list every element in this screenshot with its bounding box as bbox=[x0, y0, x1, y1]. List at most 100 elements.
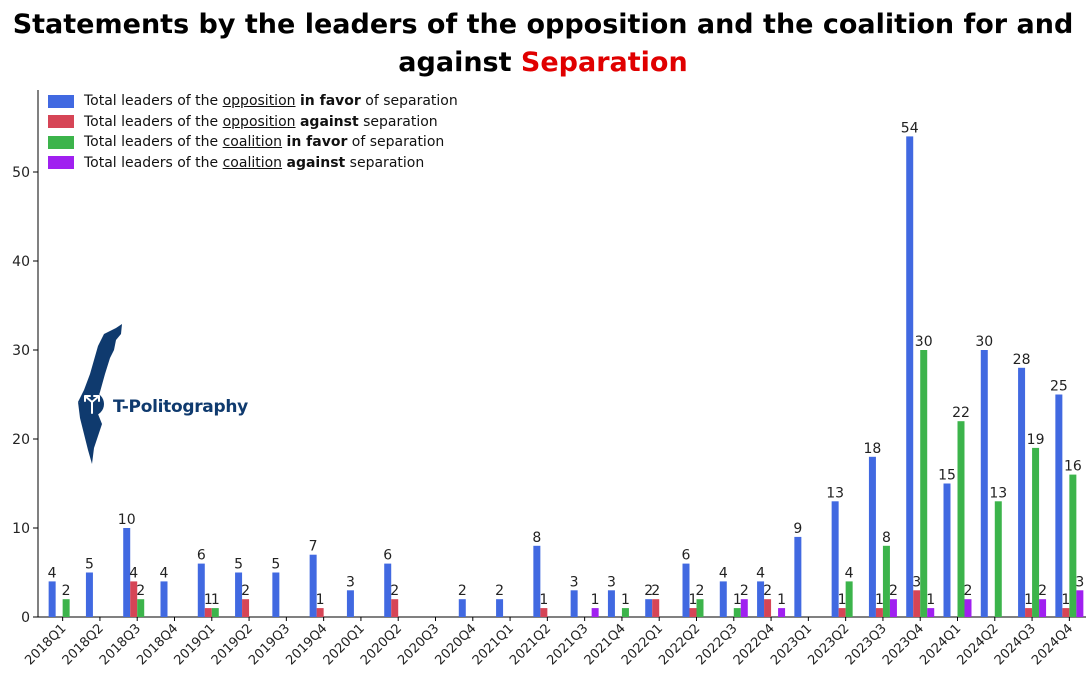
bar bbox=[1062, 608, 1070, 617]
legend-swatch bbox=[48, 135, 74, 149]
data-label: 16 bbox=[1064, 459, 1082, 475]
data-label: 2 bbox=[763, 583, 772, 599]
data-label: 1 bbox=[875, 592, 884, 608]
bar bbox=[889, 599, 897, 617]
bar bbox=[920, 350, 928, 617]
bar bbox=[778, 608, 786, 617]
bar bbox=[794, 536, 802, 617]
y-tick-label: 0 bbox=[21, 610, 30, 626]
bar bbox=[242, 599, 250, 617]
bar bbox=[980, 350, 988, 617]
bar bbox=[137, 599, 145, 617]
data-label: 4 bbox=[845, 565, 854, 581]
data-label: 15 bbox=[938, 468, 956, 484]
data-label: 13 bbox=[826, 485, 844, 501]
bar bbox=[696, 599, 704, 617]
data-label: 1 bbox=[733, 592, 742, 608]
y-tick-label: 30 bbox=[12, 343, 30, 359]
bar bbox=[235, 572, 243, 617]
bar bbox=[838, 608, 846, 617]
data-label: 1 bbox=[838, 592, 847, 608]
y-tick-label: 10 bbox=[12, 521, 30, 537]
legend-item-coalition-against: Total leaders of the coalition against s… bbox=[48, 153, 458, 174]
bar bbox=[570, 590, 578, 617]
data-label: 1 bbox=[316, 592, 325, 608]
data-label: 19 bbox=[1027, 432, 1045, 448]
bar bbox=[1055, 394, 1063, 617]
legend-item-coalition-favor: Total leaders of the coalition in favor … bbox=[48, 132, 458, 153]
legend-item-opposition-against: Total leaders of the opposition against … bbox=[48, 112, 458, 133]
data-label: 1 bbox=[211, 592, 220, 608]
data-label: 8 bbox=[882, 530, 891, 546]
bar bbox=[62, 599, 70, 617]
israel-map-icon bbox=[78, 324, 122, 464]
bar bbox=[1076, 590, 1084, 617]
data-label: 30 bbox=[975, 334, 993, 350]
data-label: 4 bbox=[48, 565, 57, 581]
y-tick-label: 20 bbox=[12, 432, 30, 448]
bar bbox=[733, 608, 741, 617]
data-label: 2 bbox=[1038, 583, 1047, 599]
data-label: 8 bbox=[532, 530, 541, 546]
logo-text: T-Politography bbox=[113, 397, 248, 417]
bar bbox=[48, 581, 56, 617]
bar bbox=[740, 599, 748, 617]
data-label: 1 bbox=[621, 592, 630, 608]
legend-label: Total leaders of the opposition against … bbox=[84, 113, 438, 130]
bar bbox=[1025, 608, 1033, 617]
bar bbox=[272, 572, 280, 617]
bar bbox=[964, 599, 972, 617]
data-label: 30 bbox=[915, 334, 933, 350]
y-tick-label: 40 bbox=[12, 254, 30, 270]
data-label: 1 bbox=[204, 592, 213, 608]
data-label: 10 bbox=[118, 512, 136, 528]
data-label: 6 bbox=[383, 548, 392, 564]
bar bbox=[645, 599, 653, 617]
bar bbox=[875, 608, 883, 617]
bar-chart: 01020304050422018Q152018Q210422018Q34201… bbox=[12, 90, 1086, 668]
data-label: 54 bbox=[901, 120, 919, 136]
bar bbox=[652, 599, 660, 617]
data-label: 2 bbox=[651, 583, 660, 599]
data-label: 1 bbox=[926, 592, 935, 608]
bar bbox=[957, 421, 965, 617]
bar bbox=[384, 563, 392, 617]
bar bbox=[764, 599, 772, 617]
data-label: 1 bbox=[1061, 592, 1070, 608]
data-label: 3 bbox=[607, 574, 616, 590]
legend-swatch bbox=[48, 94, 74, 108]
data-label: 1 bbox=[1024, 592, 1033, 608]
data-label: 3 bbox=[570, 574, 579, 590]
data-label: 2 bbox=[644, 583, 653, 599]
data-label: 6 bbox=[197, 548, 206, 564]
bar bbox=[719, 581, 727, 617]
bar bbox=[197, 563, 205, 617]
data-label: 2 bbox=[696, 583, 705, 599]
bar bbox=[496, 599, 504, 617]
data-label: 5 bbox=[234, 557, 243, 573]
bar bbox=[211, 608, 219, 617]
bar bbox=[540, 608, 548, 617]
bar bbox=[160, 581, 168, 617]
bar bbox=[868, 456, 876, 617]
bar bbox=[85, 572, 93, 617]
data-label: 2 bbox=[390, 583, 399, 599]
data-label: 2 bbox=[458, 583, 467, 599]
data-label: 3 bbox=[1075, 574, 1084, 590]
bar bbox=[391, 599, 399, 617]
data-label: 3 bbox=[912, 574, 921, 590]
data-label: 13 bbox=[989, 485, 1007, 501]
bar bbox=[621, 608, 629, 617]
legend-swatch bbox=[48, 115, 74, 129]
bar bbox=[927, 608, 935, 617]
data-label: 5 bbox=[85, 557, 94, 573]
data-label: 5 bbox=[271, 557, 280, 573]
bar bbox=[346, 590, 354, 617]
legend-item-opposition-favor: Total leaders of the opposition in favor… bbox=[48, 91, 458, 112]
bar bbox=[1032, 447, 1040, 617]
data-label: 9 bbox=[793, 521, 802, 537]
bar bbox=[316, 608, 324, 617]
data-label: 4 bbox=[129, 565, 138, 581]
data-label: 2 bbox=[62, 583, 71, 599]
bar bbox=[994, 501, 1002, 617]
